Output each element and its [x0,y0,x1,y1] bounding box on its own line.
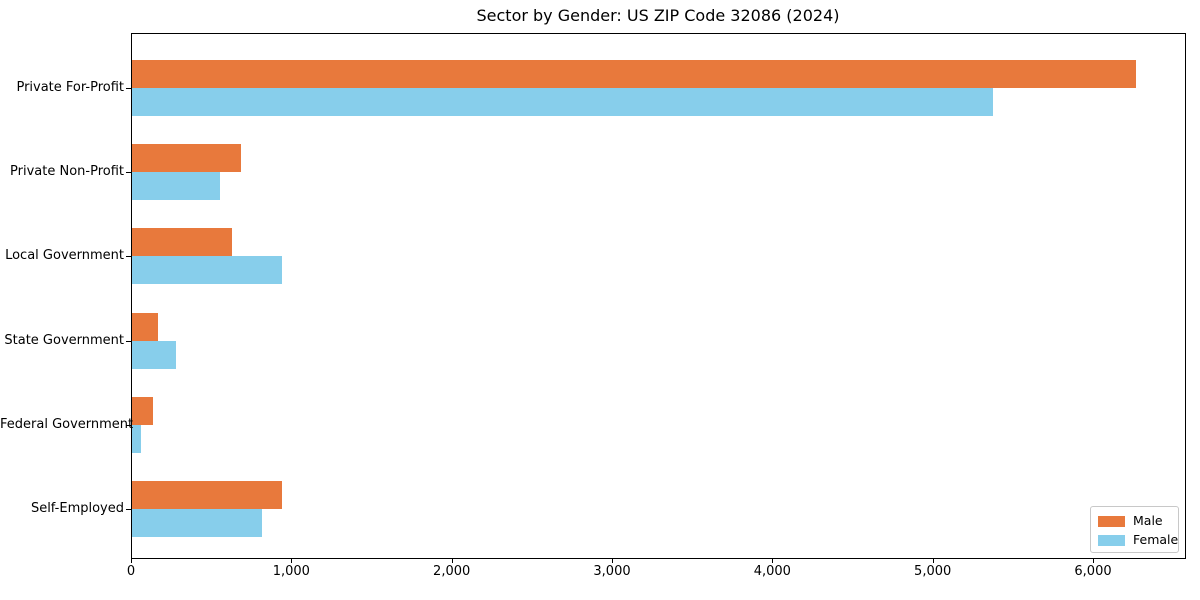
chart-title: Sector by Gender: US ZIP Code 32086 (202… [476,6,840,25]
legend-swatch-female [1098,534,1125,546]
legend-label-male: Male [1133,513,1163,528]
legend: Male Female [1090,506,1179,553]
legend-swatch-male [1098,515,1125,527]
plot-area [131,33,1186,559]
bar-female-private-for-profit [132,88,993,116]
legend-label-female: Female [1133,532,1179,547]
x-tick-label-4000: 4,000 [753,564,791,579]
x-tick-label-5000: 5,000 [914,564,952,579]
y-tick-mark [126,340,131,342]
y-tick-label-private-for-profit: Private For-Profit [16,80,124,95]
legend-item-male: Male [1098,513,1171,529]
bar-male-self-employed [132,481,282,509]
x-tick-mark [612,559,613,563]
bar-male-state-government [132,312,158,341]
x-tick-label-1000: 1,000 [272,564,310,579]
x-tick-mark [1093,559,1094,563]
y-tick-mark [126,509,131,510]
y-tick-label-private-non-profit: Private Non-Profit [10,164,124,180]
y-tick-mark [126,172,131,174]
bar-female-state-government [132,340,176,369]
x-tick-mark [451,559,453,563]
bar-female-self-employed [132,509,262,537]
bar-female-private-non-profit [132,172,220,201]
x-tick-label-3000: 3,000 [593,564,631,579]
x-tick-mark [772,559,774,563]
x-tick-mark [291,559,293,563]
x-tick-label-0: 0 [126,564,136,579]
x-tick-mark [932,559,934,563]
x-tick-label-2000: 2,000 [433,564,471,579]
y-tick-mark [126,256,131,258]
y-tick-label-state-government: State Government [4,332,124,348]
y-tick-label-local-government: Local Government [5,248,124,264]
bar-male-local-government [132,228,232,257]
y-tick-mark [126,424,131,426]
legend-item-female: Female [1098,532,1178,548]
bar-male-federal-government [132,396,153,425]
x-tick-label-6000: 6,000 [1074,564,1112,579]
y-tick-label-federal-government: Federal Government [0,416,134,432]
y-tick-label-self-employed: Self-Employed [30,501,124,516]
bar-male-private-for-profit [132,60,1136,88]
y-tick-mark [126,88,131,89]
bar-male-private-non-profit [132,144,241,173]
bar-female-federal-government [132,424,141,453]
bar-female-local-government [132,256,282,285]
x-tick-mark [131,559,132,563]
